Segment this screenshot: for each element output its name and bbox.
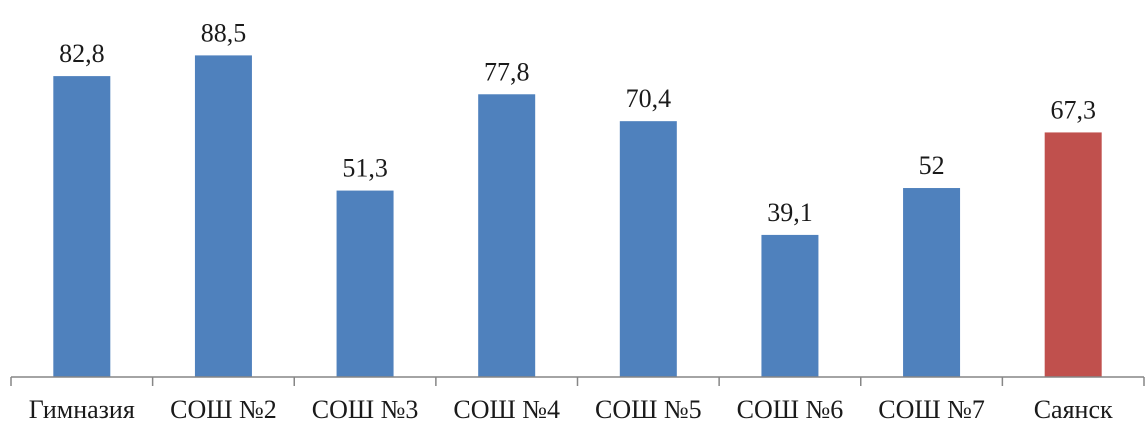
data-label-8: 67,3 [1050,95,1096,124]
x-tick-label-3: СОШ №3 [312,395,419,423]
x-tick-label-8: Саянск [1034,395,1113,423]
x-tick-label-1: Гимназия [29,395,135,423]
x-tick-label-2: СОШ №2 [170,395,277,423]
bar-7 [903,188,960,377]
bar-4 [478,94,535,377]
bar-1 [53,76,110,377]
data-label-7: 52 [919,151,945,180]
data-label-2: 88,5 [201,18,247,47]
data-label-1: 82,8 [59,39,105,68]
bar-8 [1045,132,1102,377]
x-tick-label-5: СОШ №5 [595,395,702,423]
x-tick-label-4: СОШ №4 [453,395,560,423]
bar-3 [337,191,394,377]
x-axis-tick-labels-group: Гимназия СОШ №2 СОШ №3 СОШ №4 СОШ №5 СОШ №6 СО… [29,395,1113,423]
bar-5 [620,121,677,377]
data-label-3: 51,3 [342,154,388,183]
x-axis-ticks-group [11,377,1144,386]
bar-6 [761,235,818,377]
data-label-4: 77,8 [484,57,530,86]
x-tick-label-7: СОШ №7 [878,395,985,423]
data-label-5: 70,4 [626,84,672,113]
x-tick-label-6: СОШ №6 [737,395,844,423]
bar-2 [195,55,252,377]
data-label-6: 39,1 [767,198,813,227]
bars-group [53,55,1101,377]
